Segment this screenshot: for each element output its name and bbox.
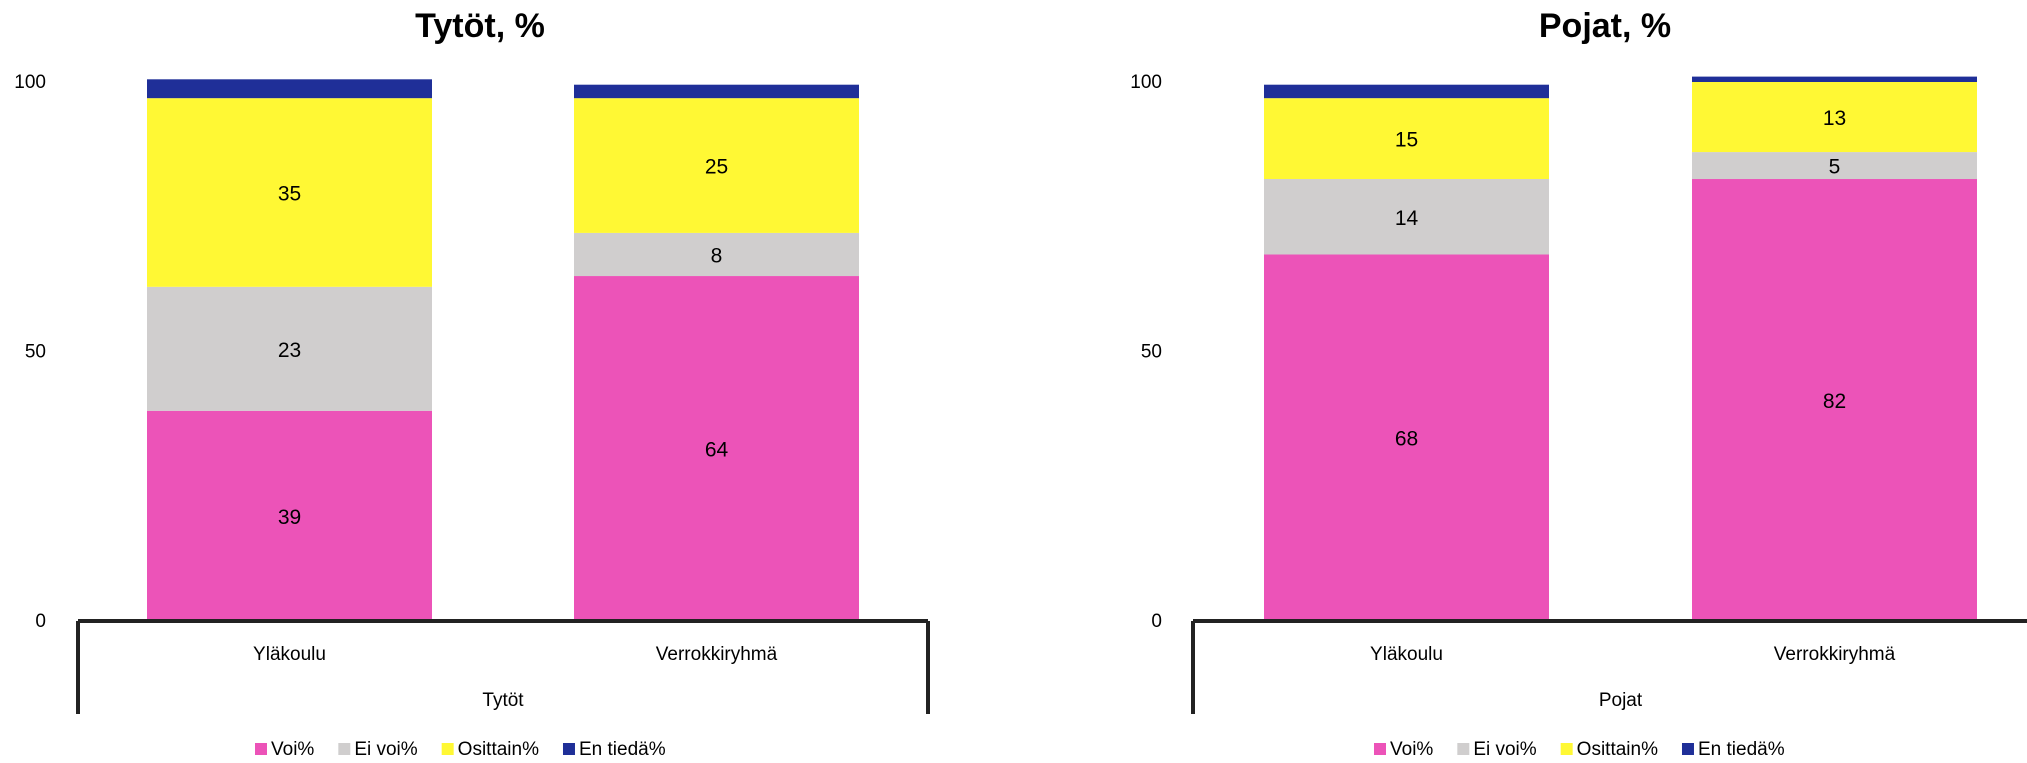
chart1-bar-2-seg-2 [574,232,859,277]
chart1-legend-swatch-1 [255,743,267,755]
chart1-data-label-1-3: 35 [278,182,301,205]
chart1-legend-label-1: Voi% [271,739,314,760]
chart1-legend-label-3: Osittain% [458,739,539,760]
chart2-category-label-2: Verrokkiryhmä [1774,644,1896,665]
chart2-title: Pojat, % [1539,7,1671,45]
chart2-data-label-2-2: 5 [1829,156,1841,179]
chart1-ytick-0: 0 [35,611,46,632]
chart2-legend-swatch-1 [1374,743,1386,755]
chart2-bar-1-seg-4 [1264,84,1549,99]
chart1-title: Tytöt, % [415,7,545,45]
chart2-data-label-1-3: 15 [1395,129,1418,152]
chart1-legend-label-2: Ei voi% [354,739,417,760]
chart1-legend-swatch-4 [562,743,575,755]
chart1-ytick-100: 100 [14,72,46,93]
chart2-ytick-50: 50 [1141,342,1162,363]
chart2-bar-2-seg-4 [1692,76,1977,82]
chart2-bar-1-seg-1 [1264,254,1549,622]
chart2-ytick-100: 100 [1130,72,1162,93]
chart2-bar-2-seg-2 [1692,152,1977,180]
chart1-group-label: Tytöt [482,690,524,711]
chart2-legend-label-1: Voi% [1390,739,1433,760]
chart2-legend-label-3: Osittain% [1577,739,1658,760]
chart2-data-label-2-3: 13 [1823,107,1846,130]
chart1-ytick-50: 50 [25,342,46,363]
chart1-bar-1-seg-3 [147,98,432,287]
chart2-data-label-1-1: 68 [1395,428,1418,451]
chart1-data-label-1-2: 23 [278,339,301,362]
chart2-legend-label-2: Ei voi% [1473,739,1536,760]
chart2-bar-1-seg-2 [1264,179,1549,255]
chart2-data-label-1-2: 14 [1395,207,1419,230]
chart2-legend-swatch-3 [1560,743,1573,755]
chart1-legend-swatch-3 [441,743,454,755]
chart2-category-label-1: Yläkoulu [1370,644,1443,665]
chart2-ytick-0: 0 [1151,611,1162,632]
chart1-data-label-2-1: 64 [705,439,729,462]
chart1-data-label-1-1: 39 [278,506,301,529]
chart2-bar-2-seg-3 [1692,82,1977,153]
chart1-category-label-2: Verrokkiryhmä [656,644,778,665]
chart2-legend-swatch-2 [1457,743,1470,755]
chart2-legend-label-4: En tiedä% [1698,739,1785,760]
chart1-data-label-2-3: 25 [705,156,728,179]
chart2-bar-2-seg-1 [1692,179,1977,621]
chart1-data-label-2-2: 8 [711,244,723,267]
chart1-legend-label-4: En tiedä% [579,739,666,760]
chart2-legend-swatch-4 [1681,743,1694,755]
chart2-bar-1-seg-3 [1264,98,1549,180]
chart1-bar-2-seg-4 [574,84,859,99]
chart1-bar-1-seg-2 [147,286,432,411]
chart1-bar-2-seg-3 [574,98,859,233]
chart1-bar-1-seg-1 [147,410,432,621]
chart1-legend-swatch-2 [338,743,351,755]
chart2-data-label-2-1: 82 [1823,390,1846,413]
chart1-category-label-1: Yläkoulu [253,644,326,665]
chart1-bar-2-seg-1 [574,276,859,621]
chart2-group-label: Pojat [1599,690,1643,711]
chart1-bar-1-seg-4 [147,79,432,99]
